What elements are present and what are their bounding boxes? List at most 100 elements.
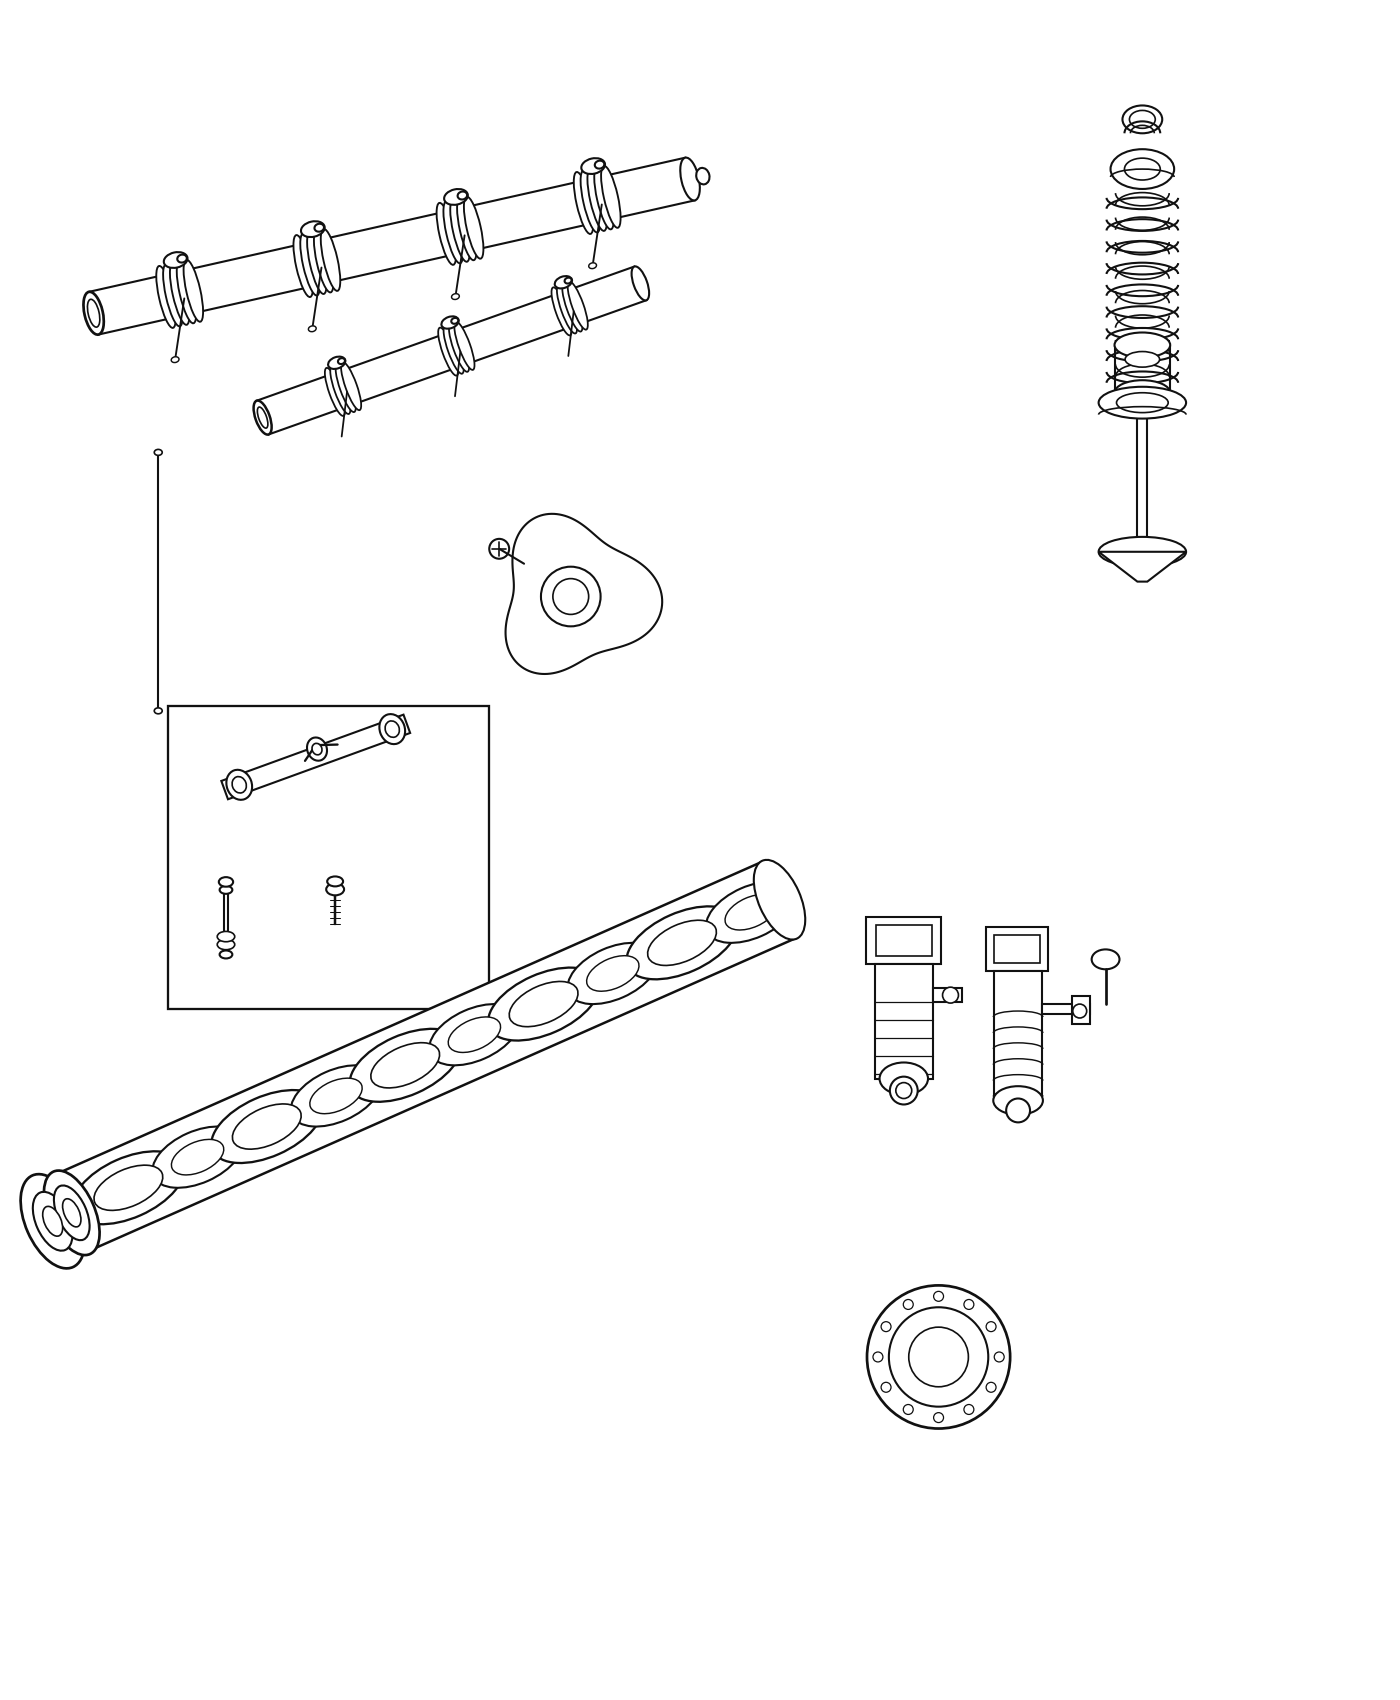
- Ellipse shape: [594, 167, 613, 230]
- Ellipse shape: [510, 981, 578, 1027]
- Ellipse shape: [437, 202, 456, 265]
- Ellipse shape: [444, 201, 463, 264]
- Polygon shape: [256, 267, 647, 435]
- Ellipse shape: [232, 1103, 301, 1149]
- Ellipse shape: [211, 1090, 322, 1163]
- Polygon shape: [505, 513, 662, 673]
- Ellipse shape: [154, 449, 162, 456]
- Ellipse shape: [554, 275, 573, 289]
- Circle shape: [881, 1382, 890, 1392]
- Ellipse shape: [451, 318, 458, 323]
- Circle shape: [942, 988, 959, 1003]
- Ellipse shape: [581, 158, 605, 173]
- Ellipse shape: [449, 323, 469, 372]
- Ellipse shape: [178, 255, 186, 262]
- Ellipse shape: [94, 1164, 162, 1210]
- Ellipse shape: [993, 1086, 1043, 1115]
- Ellipse shape: [307, 231, 326, 294]
- Ellipse shape: [1130, 110, 1155, 128]
- Bar: [875, 964, 932, 1078]
- Ellipse shape: [328, 877, 343, 886]
- Ellipse shape: [294, 235, 314, 298]
- Ellipse shape: [463, 197, 483, 258]
- Ellipse shape: [176, 262, 196, 323]
- Ellipse shape: [564, 277, 571, 284]
- Ellipse shape: [350, 1028, 461, 1102]
- Ellipse shape: [567, 282, 588, 330]
- Ellipse shape: [154, 707, 162, 714]
- Ellipse shape: [63, 1198, 81, 1227]
- Ellipse shape: [309, 1078, 363, 1114]
- Bar: [994, 935, 1040, 964]
- Circle shape: [553, 578, 588, 614]
- Ellipse shape: [574, 172, 594, 235]
- Ellipse shape: [753, 860, 805, 940]
- Ellipse shape: [43, 1171, 99, 1255]
- Ellipse shape: [321, 230, 340, 291]
- Ellipse shape: [379, 714, 405, 745]
- Polygon shape: [1099, 552, 1186, 581]
- Ellipse shape: [444, 189, 468, 206]
- Ellipse shape: [291, 1066, 381, 1127]
- Ellipse shape: [84, 292, 104, 335]
- Ellipse shape: [326, 884, 344, 896]
- Ellipse shape: [456, 199, 476, 260]
- Circle shape: [489, 539, 510, 559]
- Ellipse shape: [330, 366, 350, 415]
- Ellipse shape: [55, 1185, 90, 1241]
- Ellipse shape: [1114, 381, 1170, 405]
- Ellipse shape: [171, 1139, 224, 1175]
- Ellipse shape: [879, 1062, 928, 1095]
- Circle shape: [867, 1285, 1011, 1428]
- Ellipse shape: [258, 406, 267, 428]
- Ellipse shape: [489, 967, 599, 1040]
- Ellipse shape: [220, 950, 232, 959]
- Ellipse shape: [587, 955, 638, 991]
- Ellipse shape: [315, 224, 323, 231]
- Circle shape: [909, 1328, 969, 1387]
- Ellipse shape: [217, 932, 235, 942]
- Bar: [168, 706, 489, 1010]
- Ellipse shape: [458, 192, 468, 199]
- Ellipse shape: [1124, 158, 1161, 180]
- Circle shape: [934, 1413, 944, 1423]
- Circle shape: [890, 1076, 917, 1105]
- Ellipse shape: [227, 770, 252, 799]
- Bar: [876, 925, 931, 957]
- Ellipse shape: [300, 233, 319, 296]
- Circle shape: [874, 1352, 883, 1362]
- Bar: [994, 971, 1042, 1100]
- Ellipse shape: [696, 168, 710, 184]
- Bar: [932, 988, 962, 1001]
- Ellipse shape: [631, 267, 650, 301]
- Ellipse shape: [253, 401, 272, 435]
- Ellipse shape: [1123, 105, 1162, 133]
- Ellipse shape: [220, 886, 232, 894]
- Ellipse shape: [430, 1005, 519, 1066]
- Circle shape: [934, 1292, 944, 1300]
- Ellipse shape: [312, 743, 322, 755]
- Ellipse shape: [452, 294, 459, 299]
- Circle shape: [965, 1299, 974, 1309]
- Ellipse shape: [1114, 333, 1170, 357]
- Ellipse shape: [42, 1207, 63, 1236]
- Ellipse shape: [581, 170, 601, 233]
- Ellipse shape: [552, 287, 571, 335]
- Ellipse shape: [157, 265, 176, 328]
- Ellipse shape: [164, 265, 182, 326]
- Ellipse shape: [371, 1042, 440, 1088]
- Ellipse shape: [325, 367, 344, 416]
- Ellipse shape: [21, 1175, 85, 1268]
- Ellipse shape: [563, 284, 582, 332]
- Circle shape: [986, 1321, 995, 1331]
- Ellipse shape: [438, 328, 458, 376]
- Ellipse shape: [87, 299, 99, 326]
- Ellipse shape: [314, 231, 333, 292]
- Ellipse shape: [342, 362, 361, 410]
- Ellipse shape: [308, 326, 316, 332]
- Ellipse shape: [336, 364, 356, 411]
- Ellipse shape: [444, 326, 463, 374]
- Ellipse shape: [307, 738, 328, 760]
- Ellipse shape: [218, 877, 234, 887]
- Ellipse shape: [706, 882, 797, 944]
